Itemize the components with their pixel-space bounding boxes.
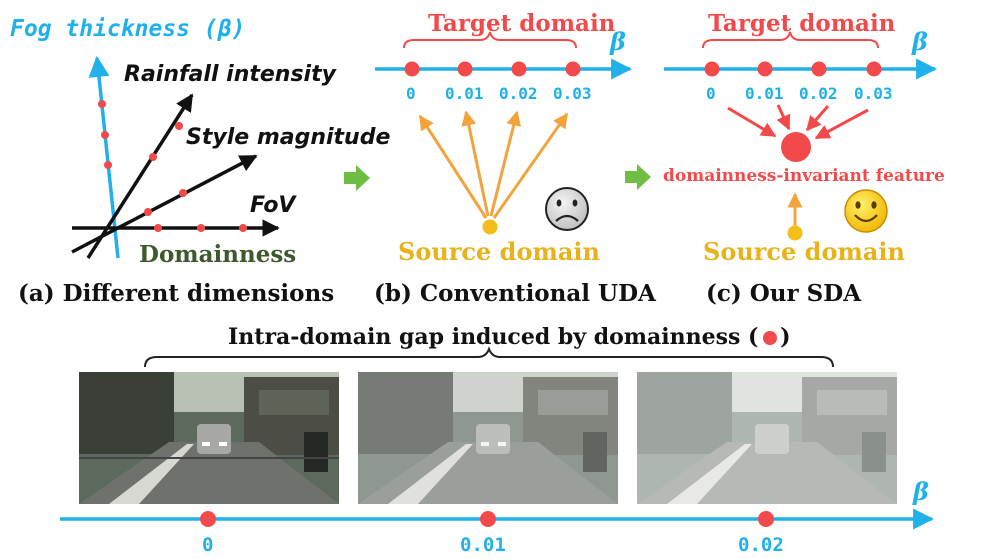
caption-c: (c) Our SDA: [706, 280, 862, 307]
beta-label-bottom: β: [912, 477, 929, 506]
domainness-dots: [98, 100, 247, 232]
tick-label: 0.02: [738, 534, 784, 556]
fog-axis: [88, 55, 120, 259]
feature-label: domainness-invariant feature: [663, 166, 945, 186]
target-brace-b: [403, 31, 577, 49]
fov-label: FoV: [250, 193, 297, 218]
tick-label: 0.02: [499, 84, 538, 103]
tick-label: 0: [406, 84, 416, 103]
tick-label: 0: [202, 534, 213, 556]
target-brace-c: [702, 31, 879, 49]
domainness-label: Domainness: [139, 241, 296, 268]
source-domain-label-c: Source domain: [703, 237, 905, 266]
caption-a: (a) Different dimensions: [18, 280, 334, 307]
rainfall-axis: [86, 93, 194, 259]
panel-c-diagram: Target domain β 0 0.01 0.02 0.03 domainn…: [663, 10, 945, 307]
panel-a-diagram: Fog thickness (β) Rainfall intensity Sty…: [10, 16, 390, 307]
bottom-section: Intra-domain gap induced by domainness (…: [144, 324, 834, 368]
target-dots-c: [704, 61, 882, 77]
style-magnitude-label: Style magnitude: [186, 125, 390, 150]
tick-label: 0.01: [745, 84, 784, 103]
bottom-dots: [200, 511, 774, 527]
fog-thickness-label: Fog thickness (β): [10, 16, 245, 42]
arrow-right-icon: [625, 164, 651, 190]
target-domain-label-c: Target domain: [708, 10, 896, 37]
caption-b: (b) Conventional UDA: [374, 280, 657, 307]
invariant-feature-dot: [781, 132, 811, 162]
intra-domain-gap-label: Intra-domain gap induced by domainness (…: [228, 324, 791, 350]
source-domain-label-b: Source domain: [398, 237, 600, 266]
source-dot-c: [787, 225, 803, 241]
transition-arrows: [344, 164, 651, 191]
street-scene: [358, 372, 618, 504]
domainness-dot-legend: [763, 331, 777, 345]
sad-face-icon: [545, 187, 589, 231]
street-scene: [637, 372, 897, 504]
tick-label: 0.01: [445, 84, 484, 103]
beta-label-b: β: [609, 27, 626, 56]
target-dots-b: [404, 61, 581, 77]
arrow-right-icon: [344, 165, 370, 191]
adaptation-arrows-b: [418, 110, 569, 219]
tick-label: 0.03: [854, 84, 893, 103]
gap-brace: [144, 346, 834, 368]
tick-label: 0.03: [553, 84, 592, 103]
street-image-beta-0.02: [637, 372, 897, 504]
beta-label-c: β: [911, 27, 928, 56]
street-image-beta-0.01: [358, 372, 618, 504]
convergence-arrows-c: [727, 104, 869, 140]
panel-b-diagram: Target domain β 0 0.01 0.02 0.03 Source …: [374, 10, 657, 307]
source-dot-b: [482, 219, 498, 235]
happy-face-icon: [844, 189, 888, 233]
street-scene: [79, 372, 339, 504]
tick-label: 0: [706, 84, 716, 103]
tick-label: 0.01: [460, 534, 506, 556]
rainfall-label: Rainfall intensity: [124, 62, 338, 87]
street-image-beta-0: [79, 372, 339, 504]
target-domain-label-b: Target domain: [428, 10, 616, 37]
tick-label: 0.02: [799, 84, 838, 103]
style-axis: [71, 154, 258, 254]
